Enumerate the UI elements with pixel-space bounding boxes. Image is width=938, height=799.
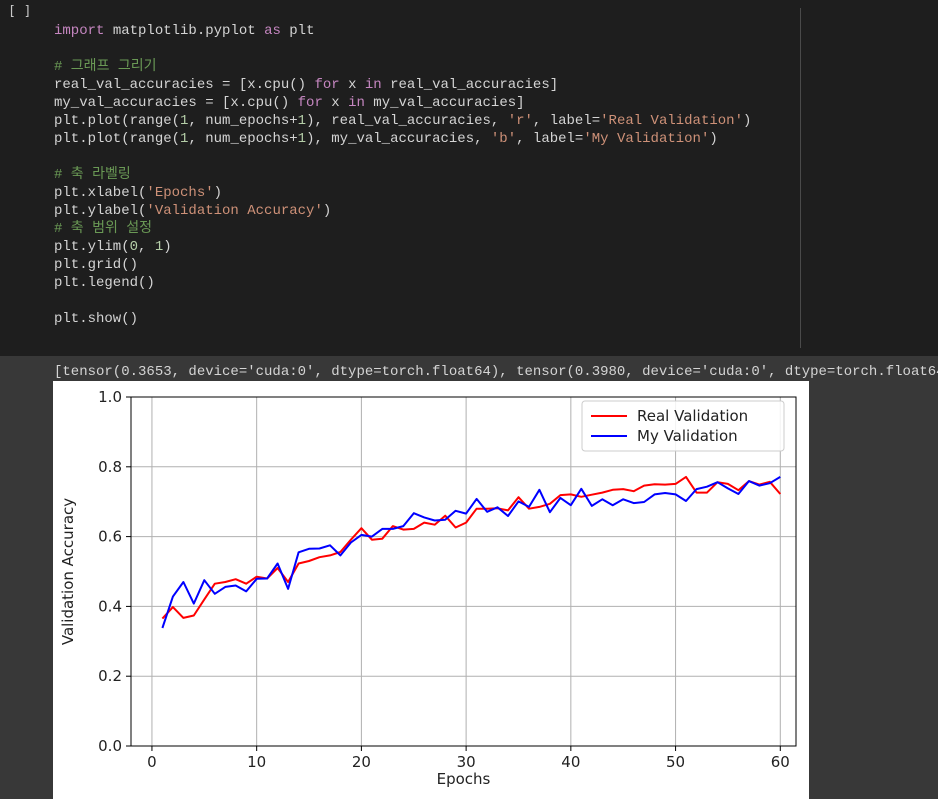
code-token: real_val_accuracies] [381,77,559,93]
code-token: , num_epochs+ [188,131,298,147]
code-line: # 축 라벨링 [54,166,751,184]
code-line: plt.plot(range(1, num_epochs+1), real_va… [54,112,751,130]
legend-box [581,400,785,452]
code-line: import matplotlib.pyplot as plt [54,22,751,40]
code-token: 'r' [507,113,533,129]
y-tick-label: 0.6 [98,528,122,546]
plot-frame [130,396,797,747]
code-token: ) [213,185,223,201]
code-token: import [54,23,105,39]
y-tick-label: 1.0 [98,388,122,406]
code-token: 'Real Validation' [600,113,743,129]
x-tick-label: 20 [352,753,371,771]
code-token: 1 [180,131,189,147]
code-token: plt.plot(range( [54,113,181,129]
code-token: my_val_accuracies = [x.cpu() [54,95,298,111]
code-line: plt.xlabel('Epochs') [54,184,751,202]
x-tick-label: 0 [147,753,157,771]
code-line: # 축 범위 설정 [54,220,751,238]
code-token: # 그래프 그리기 [54,59,157,75]
code-line: # 그래프 그리기 [54,58,751,76]
code-token: ) [709,131,718,147]
code-token: x [339,77,365,93]
code-token: in [348,95,365,111]
editor-ruler [800,8,801,348]
y-tick-label: 0.0 [98,737,122,755]
code-token: 'b' [490,131,517,147]
code-line: plt.grid() [54,256,751,274]
code-token: ), my_val_accuracies, [306,131,491,147]
code-token: as [264,23,281,39]
code-token: , label= [516,131,584,147]
code-token: matplotlib.pyplot [104,23,265,39]
code-token: ), real_val_accuracies, [306,113,508,129]
code-token: for [314,77,340,93]
code-cell[interactable]: [ ] import matplotlib.pyplot as plt # 그래… [0,0,938,356]
x-tick-label: 10 [247,753,266,771]
legend-label: My Validation [637,427,738,445]
code-token: 1 [297,131,307,147]
code-line: plt.ylim(0, 1) [54,238,751,256]
code-token: 0 [129,239,139,255]
code-token: 'Validation Accuracy' [146,203,323,219]
code-token: my_val_accuracies] [364,95,525,111]
x-axis-label: Epochs [437,770,491,788]
code-token: plt.plot(range( [54,131,181,147]
plot-figure: 0 10 20 30 40 50 60 0.0 0.2 0.4 0.6 0.8 1.0 Epochs Val… [53,381,809,799]
code-token: x [322,95,349,111]
code-token: , [138,239,155,255]
code-line: real_val_accuracies = [x.cpu() for x in … [54,76,751,94]
code-line: plt.plot(range(1, num_epochs+1), my_val_… [54,130,751,148]
code-token: 'My Validation' [583,131,710,147]
x-tick-label: 40 [561,753,580,771]
code-token: plt.show() [54,311,139,327]
legend-label: Real Validation [637,407,748,425]
series-line-my-validation [161,476,781,629]
code-line: my_val_accuracies = [x.cpu() for x in my… [54,94,751,112]
code-line [54,40,751,58]
y-tick-label: 0.8 [98,458,122,476]
code-token: for [297,95,323,111]
x-tick-label: 50 [666,753,685,771]
code-line [54,292,751,310]
code-token: plt.xlabel( [54,185,147,201]
code-token: 1 [297,113,307,129]
code-token: , num_epochs+ [188,113,298,129]
code-token: , label= [532,113,601,129]
run-cell-button[interactable]: [ ] [8,4,32,19]
code-editor[interactable]: import matplotlib.pyplot as plt # 그래프 그리… [54,22,751,328]
code-token: 1 [154,239,164,255]
x-tick-label: 60 [771,753,790,771]
code-line [54,148,751,166]
code-token: in [364,77,382,93]
code-token: real_val_accuracies = [x.cpu() [54,77,315,93]
output-text: [tensor(0.3653, device='cuda:0', dtype=t… [54,364,938,380]
code-token: 'Epochs' [146,185,214,201]
line-chart: 0 10 20 30 40 50 60 0.0 0.2 0.4 0.6 0.8 1.0 Epochs Val… [59,388,797,788]
code-token: ) [322,203,332,219]
y-axis-label: Validation Accuracy [59,498,77,645]
code-token: ) [163,239,172,255]
code-token: ) [742,113,752,129]
code-line: plt.ylabel('Validation Accuracy') [54,202,751,220]
code-token: plt.ylim( [54,239,130,255]
y-tick-label: 0.2 [98,667,122,685]
code-token: # 축 라벨링 [54,167,131,183]
code-token: # 축 범위 설정 [54,221,153,237]
code-token: plt.ylabel( [54,203,147,219]
code-token: plt [280,23,315,39]
x-tick-label: 30 [457,753,476,771]
code-line: plt.show() [54,310,751,328]
code-token: 1 [180,113,189,129]
y-tick-label: 0.4 [98,597,122,615]
code-line: plt.legend() [54,274,751,292]
code-token: plt.grid() [54,257,139,273]
code-token: plt.legend() [54,275,155,291]
